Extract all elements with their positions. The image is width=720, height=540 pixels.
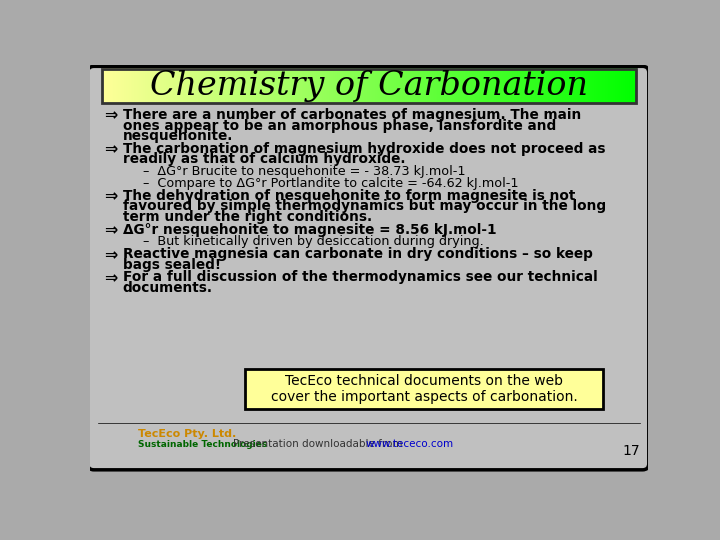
Text: Chemistry of Carbonation: Chemistry of Carbonation bbox=[150, 70, 588, 102]
Text: There are a number of carbonates of magnesium. The main: There are a number of carbonates of magn… bbox=[122, 108, 581, 122]
Text: readily as that of calcium hydroxide.: readily as that of calcium hydroxide. bbox=[122, 152, 405, 166]
Text: ones appear to be an amorphous phase, lansfordite and: ones appear to be an amorphous phase, la… bbox=[122, 119, 556, 132]
FancyBboxPatch shape bbox=[88, 66, 649, 470]
Text: ⇒: ⇒ bbox=[104, 190, 117, 205]
Bar bbox=[245, 369, 603, 409]
Text: 17: 17 bbox=[623, 444, 640, 458]
Text: TecEco technical documents on the web
cover the important aspects of carbonation: TecEco technical documents on the web co… bbox=[271, 374, 577, 404]
Text: ⇒: ⇒ bbox=[104, 271, 117, 286]
Text: Presentation downloadable from: Presentation downloadable from bbox=[233, 440, 403, 449]
Text: TecEco Pty. Ltd.: TecEco Pty. Ltd. bbox=[138, 429, 236, 440]
Text: favoured by simple thermodynamics but may occur in the long: favoured by simple thermodynamics but ma… bbox=[122, 199, 606, 213]
Text: www.tececo.com: www.tececo.com bbox=[365, 440, 454, 449]
Text: Sustainable Technologies: Sustainable Technologies bbox=[138, 440, 267, 449]
Bar bbox=[102, 69, 636, 103]
Text: –  Compare to ΔG°r Portlandite to calcite = -64.62 kJ.mol-1: – Compare to ΔG°r Portlandite to calcite… bbox=[143, 177, 518, 190]
Text: –  But kinetically driven by desiccation during drying.: – But kinetically driven by desiccation … bbox=[143, 235, 483, 248]
Text: The carbonation of magnesium hydroxide does not proceed as: The carbonation of magnesium hydroxide d… bbox=[122, 141, 605, 156]
Text: The dehydration of nesquehonite to form magnesite is not: The dehydration of nesquehonite to form … bbox=[122, 189, 575, 203]
Text: ⇒: ⇒ bbox=[104, 224, 117, 238]
Text: ΔG°r nesquehonite to magnesite = 8.56 kJ.mol-1: ΔG°r nesquehonite to magnesite = 8.56 kJ… bbox=[122, 222, 496, 237]
Text: nesquehonite.: nesquehonite. bbox=[122, 129, 233, 143]
Text: documents.: documents. bbox=[122, 281, 212, 295]
Text: –  ΔG°r Brucite to nesquehonite = - 38.73 kJ.mol-1: – ΔG°r Brucite to nesquehonite = - 38.73… bbox=[143, 165, 465, 178]
Text: Reactive magnesia can carbonate in dry conditions – so keep: Reactive magnesia can carbonate in dry c… bbox=[122, 247, 593, 261]
Text: bags sealed!: bags sealed! bbox=[122, 258, 220, 272]
Text: For a full discussion of the thermodynamics see our technical: For a full discussion of the thermodynam… bbox=[122, 270, 598, 284]
Text: term under the right conditions.: term under the right conditions. bbox=[122, 210, 372, 224]
Text: ⇒: ⇒ bbox=[104, 143, 117, 158]
Text: ⇒: ⇒ bbox=[104, 248, 117, 263]
Text: ⇒: ⇒ bbox=[104, 109, 117, 124]
